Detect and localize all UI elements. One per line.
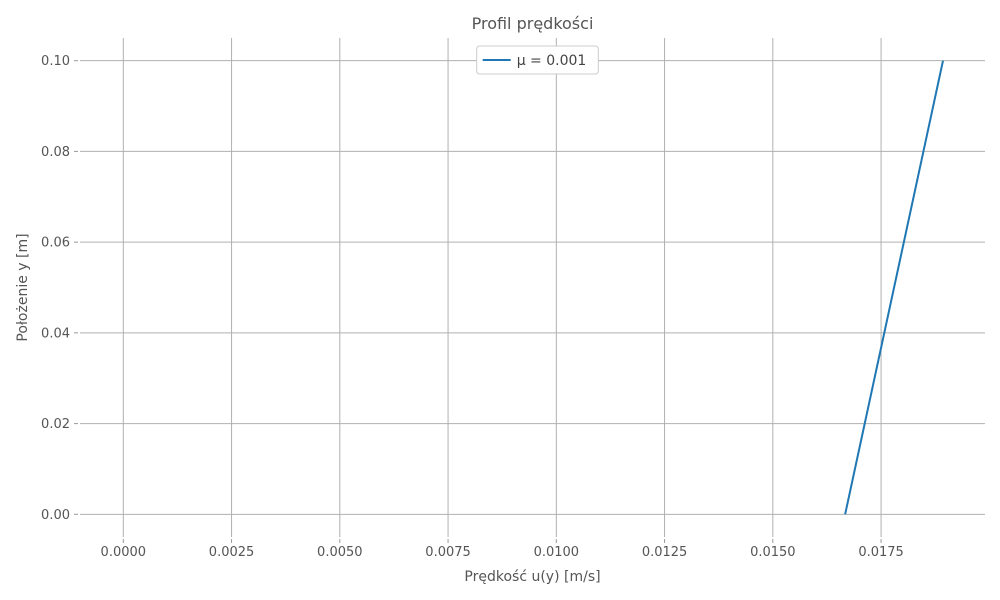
x-axis-label: Prędkość u(y) [m/s] [464, 569, 600, 585]
x-tick-label: 0.0100 [534, 545, 580, 560]
x-tick-label: 0.0125 [642, 545, 688, 560]
x-tick-label: 0.0025 [209, 545, 255, 560]
grid [80, 38, 985, 537]
x-tick-label: 0.0000 [101, 545, 147, 560]
legend: μ = 0.001 [476, 45, 599, 75]
x-tick-label: 0.0175 [858, 545, 904, 560]
legend-label: μ = 0.001 [517, 53, 587, 69]
chart-title: Profil prędkości [472, 14, 594, 33]
x-tick-label: 0.0150 [750, 545, 796, 560]
y-tick-label: 0.10 [41, 54, 70, 69]
series-layer [844, 60, 944, 515]
x-tick-label: 0.0050 [317, 545, 363, 560]
y-tick-label: 0.02 [41, 417, 70, 432]
x-tick-label: 0.0075 [425, 545, 471, 560]
y-tick-label: 0.08 [41, 145, 70, 160]
y-tick-label: 0.06 [41, 236, 70, 251]
tick-labels: 0.0000 0.0025 0.0050 0.0075 0.0100 0.0125 0.01… [41, 54, 904, 560]
series-line [844, 60, 944, 515]
y-tick-label: 0.00 [41, 508, 70, 523]
y-tick-label: 0.04 [41, 326, 70, 341]
y-axis-label: Położenie y [m] [15, 233, 31, 341]
legend-box [476, 45, 599, 75]
